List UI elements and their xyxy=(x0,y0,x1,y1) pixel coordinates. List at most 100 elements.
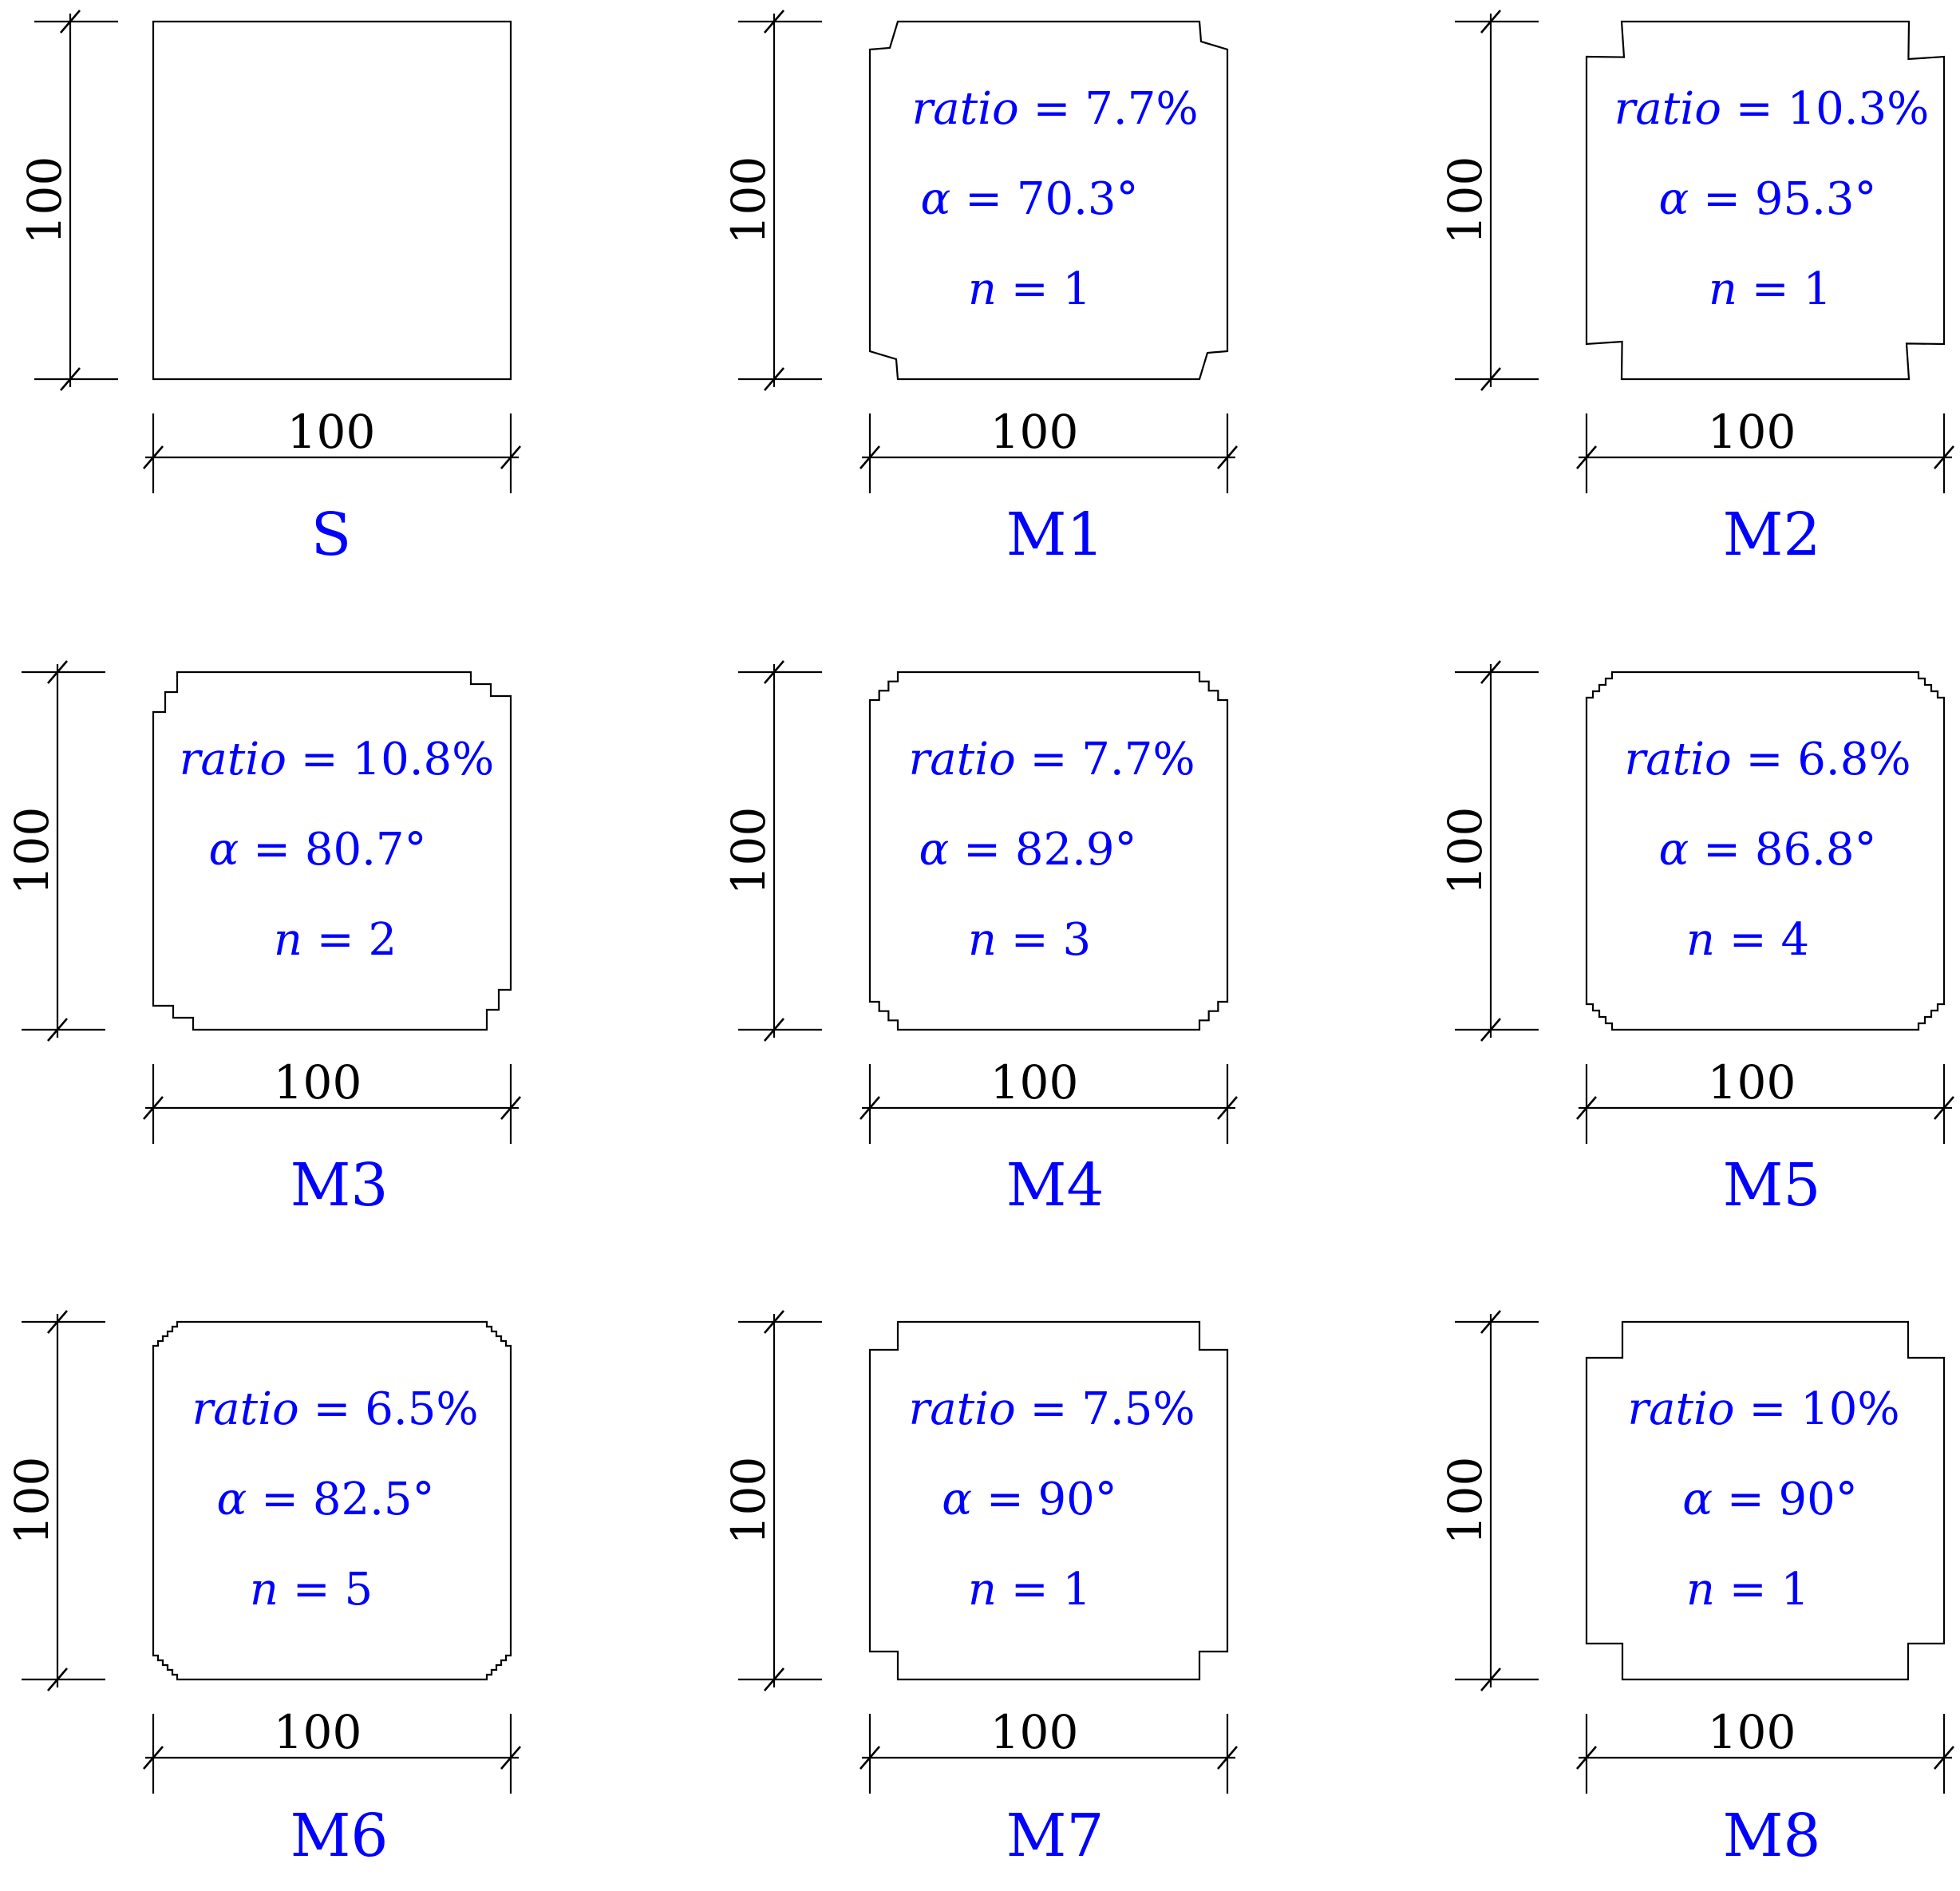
ratio-symbol: ratio xyxy=(1627,1383,1734,1435)
alpha-parameter: α = 82.9° xyxy=(919,824,1136,876)
n-value: = 1 xyxy=(997,263,1091,315)
dimension-tick xyxy=(47,660,68,684)
ratio-parameter: ratio = 10.3% xyxy=(1614,83,1930,135)
n-symbol: n xyxy=(968,263,997,315)
dimension-tick xyxy=(859,445,880,469)
alpha-symbol: α xyxy=(942,1474,972,1525)
alpha-value: = 82.5° xyxy=(247,1474,434,1525)
n-value: = 1 xyxy=(1715,1564,1809,1616)
ratio-symbol: ratio xyxy=(192,1383,298,1435)
width-label: 100 xyxy=(990,1055,1079,1110)
height-label: 100 xyxy=(1438,156,1492,245)
ratio-symbol: ratio xyxy=(1614,83,1721,135)
dimension-tick xyxy=(764,1018,784,1042)
section-m4: 100 100 M4 ratio = 7.7% α = 82.9° n = 3 xyxy=(721,660,1238,1220)
section-name: M3 xyxy=(290,1151,389,1220)
dimension-tick xyxy=(1576,445,1597,469)
n-value: = 1 xyxy=(1737,263,1832,315)
section-m1: 100 100 M1 ratio = 7.7% α = 70.3° n = 1 xyxy=(721,10,1238,569)
n-symbol: n xyxy=(1686,1564,1715,1616)
dimension-tick xyxy=(1934,1096,1954,1120)
width-label: 100 xyxy=(990,1705,1079,1759)
section-m5: 100 100 M5 ratio = 6.8% α = 86.8° n = 4 xyxy=(1438,660,1954,1220)
alpha-parameter: α = 80.7° xyxy=(208,824,426,876)
alpha-parameter: α = 82.5° xyxy=(216,1474,434,1525)
height-label: 100 xyxy=(5,1457,59,1545)
height-label: 100 xyxy=(721,807,776,896)
ratio-symbol: ratio xyxy=(908,734,1015,785)
n-value: = 3 xyxy=(997,914,1091,966)
dimension-tick xyxy=(500,1096,521,1120)
dimension-tick xyxy=(47,1667,68,1691)
dimension-tick xyxy=(1934,445,1954,469)
section-outline xyxy=(1585,20,1946,381)
n-symbol: n xyxy=(968,1564,997,1616)
section-s: 100 100 S xyxy=(18,10,521,569)
dimension-tick xyxy=(47,1018,68,1042)
section-name: M7 xyxy=(1006,1802,1104,1870)
ratio-parameter: ratio = 10.8% xyxy=(180,734,495,785)
n-value: = 5 xyxy=(279,1564,373,1616)
alpha-parameter: α = 90° xyxy=(942,1474,1117,1525)
ratio-value: = 6.8% xyxy=(1732,734,1911,785)
ratio-value: = 10.3% xyxy=(1721,83,1929,135)
alpha-symbol: α xyxy=(1682,1474,1713,1525)
n-parameter: n = 1 xyxy=(968,1564,1091,1616)
width-label: 100 xyxy=(1708,1055,1796,1110)
dimension-tick xyxy=(1480,367,1501,391)
n-parameter: n = 1 xyxy=(1709,263,1832,315)
dimension-tick xyxy=(764,660,784,684)
dimension-tick xyxy=(764,1310,784,1334)
alpha-value: = 70.3° xyxy=(950,173,1138,225)
dimension-tick xyxy=(1480,1018,1501,1042)
section-outline xyxy=(868,1320,1229,1681)
section-m8: 100 100 M8 ratio = 10% α = 90° n = 1 xyxy=(1438,1310,1954,1870)
ratio-symbol: ratio xyxy=(908,1383,1015,1435)
ratio-value: = 7.5% xyxy=(1016,1383,1195,1435)
alpha-value: = 82.9° xyxy=(949,824,1136,876)
width-label: 100 xyxy=(990,405,1079,459)
section-name: M8 xyxy=(1723,1802,1821,1870)
n-parameter: n = 1 xyxy=(1686,1564,1809,1616)
ratio-symbol: ratio xyxy=(911,83,1018,135)
height-label: 100 xyxy=(721,1457,776,1545)
n-symbol: n xyxy=(1686,914,1715,966)
height-label: 100 xyxy=(1438,807,1492,896)
ratio-parameter: ratio = 7.7% xyxy=(911,83,1198,135)
section-name: M2 xyxy=(1723,500,1821,569)
dimension-tick xyxy=(1480,1667,1501,1691)
alpha-value: = 80.7° xyxy=(239,824,426,876)
dimension-tick xyxy=(60,10,81,34)
n-symbol: n xyxy=(250,1564,279,1616)
ratio-symbol: ratio xyxy=(1624,734,1731,785)
dimension-tick xyxy=(764,10,784,34)
alpha-value: = 90° xyxy=(972,1474,1117,1525)
alpha-symbol: α xyxy=(920,173,950,225)
alpha-parameter: α = 86.8° xyxy=(1658,824,1876,876)
alpha-symbol: α xyxy=(216,1474,247,1525)
dimension-tick xyxy=(1217,1746,1238,1770)
n-symbol: n xyxy=(274,914,302,966)
ratio-parameter: ratio = 7.7% xyxy=(908,734,1195,785)
ratio-value: = 6.5% xyxy=(299,1383,479,1435)
n-value: = 1 xyxy=(997,1564,1091,1616)
width-label: 100 xyxy=(1708,1705,1796,1759)
dimension-tick xyxy=(1480,1310,1501,1334)
dimension-tick xyxy=(60,367,81,391)
n-value: = 4 xyxy=(1715,914,1809,966)
section-outline xyxy=(152,671,512,1031)
height-label: 100 xyxy=(721,156,776,245)
alpha-value: = 86.8° xyxy=(1689,824,1876,876)
section-outline xyxy=(868,671,1229,1031)
ratio-value: = 7.7% xyxy=(1019,83,1199,135)
n-parameter: n = 4 xyxy=(1686,914,1809,966)
dimension-tick xyxy=(1480,660,1501,684)
dimension-tick xyxy=(1576,1746,1597,1770)
dimension-tick xyxy=(47,1310,68,1334)
dimension-tick xyxy=(143,445,164,469)
section-outline xyxy=(152,1320,512,1681)
dimension-tick xyxy=(500,445,521,469)
section-name: M1 xyxy=(1006,500,1104,569)
section-outline xyxy=(1585,1320,1946,1681)
